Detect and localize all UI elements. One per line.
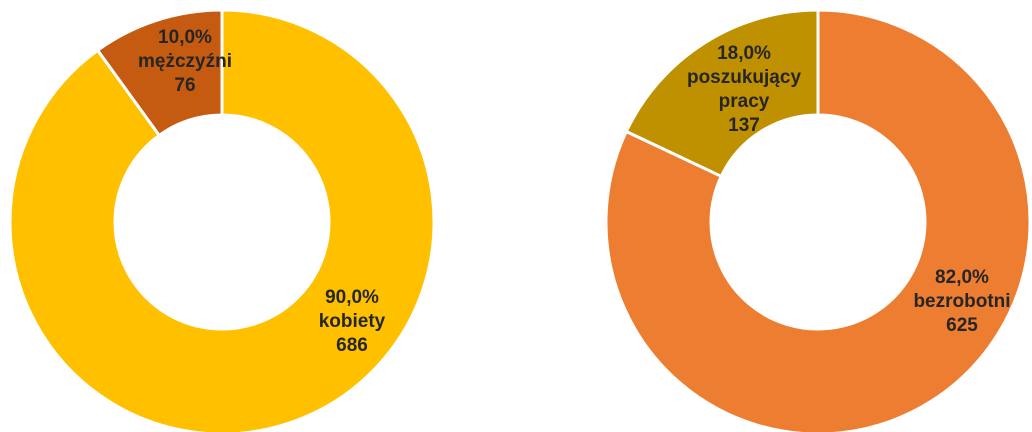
value-label: 625 (946, 315, 978, 336)
data-label: 10,0% mężczyźni 76 (138, 26, 232, 98)
value-label: 76 (174, 75, 196, 96)
category-label: bezrobotni (913, 291, 1011, 312)
percent-label: 90,0% (325, 287, 379, 308)
donut-slice (624, 8, 820, 179)
data-label: 90,0% kobiety 686 (319, 286, 386, 358)
category-label: mężczyźni (138, 51, 232, 72)
data-label: 18,0% poszukujący pracy 137 (684, 42, 804, 138)
percent-label: 18,0% (717, 43, 771, 64)
category-label: poszukujący pracy (686, 67, 802, 112)
value-label: 137 (728, 115, 760, 136)
donut-slice (8, 8, 436, 432)
category-label: kobiety (318, 311, 386, 332)
donut-slice (95, 8, 224, 138)
percent-label: 82,0% (935, 267, 989, 288)
value-label: 686 (336, 335, 368, 356)
data-label: 82,0% bezrobotni 625 (913, 266, 1010, 338)
percent-label: 10,0% (158, 27, 212, 48)
donut-slice (604, 8, 1032, 432)
